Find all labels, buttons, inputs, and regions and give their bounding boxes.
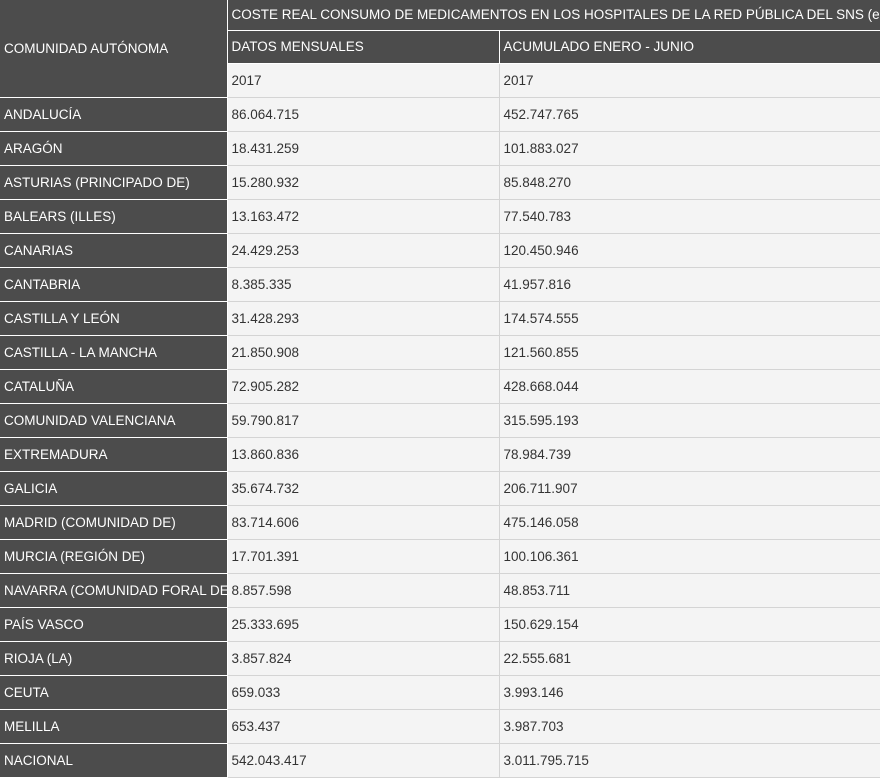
cumulative-value-cell: 452.747.765 [499,97,880,132]
cumulative-value-cell: 428.668.044 [499,369,880,404]
monthly-value-cell: 21.850.908 [227,335,500,370]
cumulative-year: 2017 [499,63,880,98]
region-cell: CANARIAS [0,233,228,268]
region-cell: CANTABRIA [0,267,228,302]
region-cell: MADRID (COMUNIDAD DE) [0,505,228,540]
region-cell: ASTURIAS (PRINCIPADO DE) [0,165,228,200]
table-header: COMUNIDAD AUTÓNOMA COSTE REAL CONSUMO DE… [0,0,880,98]
cumulative-value-cell: 475.146.058 [499,505,880,540]
cumulative-value-cell: 22.555.681 [499,641,880,676]
table-row: COMUNIDAD VALENCIANA 59.790.817 315.595.19… [0,403,880,438]
table-row: PAÍS VASCO 25.333.695 150.629.154 [0,607,880,642]
monthly-value-cell: 25.333.695 [227,607,500,642]
monthly-value-cell: 653.437 [227,709,500,744]
cumulative-column-header: ACUMULADO ENERO - JUNIO [499,30,880,64]
cumulative-value-cell: 78.984.739 [499,437,880,472]
monthly-value-cell: 15.280.932 [227,165,500,200]
region-cell: BALEARS (ILLES) [0,199,228,234]
region-cell: CEUTA [0,675,228,710]
cumulative-value-cell: 100.106.361 [499,539,880,574]
region-cell: NAVARRA (COMUNIDAD FORAL DE) [0,573,228,608]
table-row: MELILLA 653.437 3.987.703 [0,709,880,744]
monthly-value-cell: 659.033 [227,675,500,710]
table-row: ASTURIAS (PRINCIPADO DE) 15.280.932 85.848… [0,165,880,200]
monthly-value-cell: 17.701.391 [227,539,500,574]
region-cell: GALICIA [0,471,228,506]
region-cell: PAÍS VASCO [0,607,228,642]
monthly-value-cell: 8.857.598 [227,573,500,608]
region-cell: CATALUÑA [0,369,228,404]
table-body: ANDALUCÍA 86.064.715 452.747.765 ARAGÓN 18.4… [0,97,880,778]
cumulative-value-cell: 3.993.146 [499,675,880,710]
monthly-value-cell: 13.163.472 [227,199,500,234]
table-row: ARAGÓN 18.431.259 101.883.027 [0,131,880,166]
monthly-value-cell: 86.064.715 [227,97,500,132]
cumulative-value-cell: 77.540.783 [499,199,880,234]
cumulative-value-cell: 3.987.703 [499,709,880,744]
monthly-value-cell: 3.857.824 [227,641,500,676]
table-row: EXTREMADURA 13.860.836 78.984.739 [0,437,880,472]
table-row: CANTABRIA 8.385.335 41.957.816 [0,267,880,302]
cumulative-value-cell: 206.711.907 [499,471,880,506]
monthly-year: 2017 [227,63,500,98]
cumulative-value-cell: 101.883.027 [499,131,880,166]
region-cell: ARAGÓN [0,131,228,166]
table-row: CATALUÑA 72.905.282 428.668.044 [0,369,880,404]
cumulative-value-cell: 150.629.154 [499,607,880,642]
region-cell: EXTREMADURA [0,437,228,472]
region-cell: RIOJA (LA) [0,641,228,676]
cumulative-value-cell: 120.450.946 [499,233,880,268]
cumulative-value-cell: 315.595.193 [499,403,880,438]
region-cell: NACIONAL [0,743,228,778]
monthly-value-cell: 35.674.732 [227,471,500,506]
region-cell: MURCIA (REGIÓN DE) [0,539,228,574]
cumulative-value-cell: 3.011.795.715 [499,743,880,778]
monthly-value-cell: 24.429.253 [227,233,500,268]
region-cell: CASTILLA - LA MANCHA [0,335,228,370]
monthly-value-cell: 542.043.417 [227,743,500,778]
region-cell: COMUNIDAD VALENCIANA [0,403,228,438]
region-column-header: COMUNIDAD AUTÓNOMA [0,0,228,98]
table-row: ANDALUCÍA 86.064.715 452.747.765 [0,97,880,132]
monthly-column-header: DATOS MENSUALES [227,30,500,64]
monthly-value-cell: 18.431.259 [227,131,500,166]
cumulative-value-cell: 48.853.711 [499,573,880,608]
table-row: CEUTA 659.033 3.993.146 [0,675,880,710]
table-row: MADRID (COMUNIDAD DE) 83.714.606 475.146.0… [0,505,880,540]
table-row: RIOJA (LA) 3.857.824 22.555.681 [0,641,880,676]
cumulative-value-cell: 121.560.855 [499,335,880,370]
table-row: CASTILLA Y LEÓN 31.428.293 174.574.555 [0,301,880,336]
table-row: CASTILLA - LA MANCHA 21.850.908 121.560.85… [0,335,880,370]
table-title: COSTE REAL CONSUMO DE MEDICAMENTOS EN LO… [227,0,880,31]
monthly-value-cell: 31.428.293 [227,301,500,336]
monthly-value-cell: 83.714.606 [227,505,500,540]
cumulative-value-cell: 41.957.816 [499,267,880,302]
table-row: CANARIAS 24.429.253 120.450.946 [0,233,880,268]
table-row: BALEARS (ILLES) 13.163.472 77.540.783 [0,199,880,234]
region-cell: MELILLA [0,709,228,744]
region-cell: ANDALUCÍA [0,97,228,132]
region-cell: CASTILLA Y LEÓN [0,301,228,336]
cumulative-value-cell: 85.848.270 [499,165,880,200]
monthly-value-cell: 59.790.817 [227,403,500,438]
table-row: NACIONAL 542.043.417 3.011.795.715 [0,743,880,778]
monthly-value-cell: 72.905.282 [227,369,500,404]
monthly-value-cell: 13.860.836 [227,437,500,472]
monthly-value-cell: 8.385.335 [227,267,500,302]
table-row: MURCIA (REGIÓN DE) 17.701.391 100.106.361 [0,539,880,574]
table-row: NAVARRA (COMUNIDAD FORAL DE) 8.857.598 48.… [0,573,880,608]
cumulative-value-cell: 174.574.555 [499,301,880,336]
table-row: GALICIA 35.674.732 206.711.907 [0,471,880,506]
